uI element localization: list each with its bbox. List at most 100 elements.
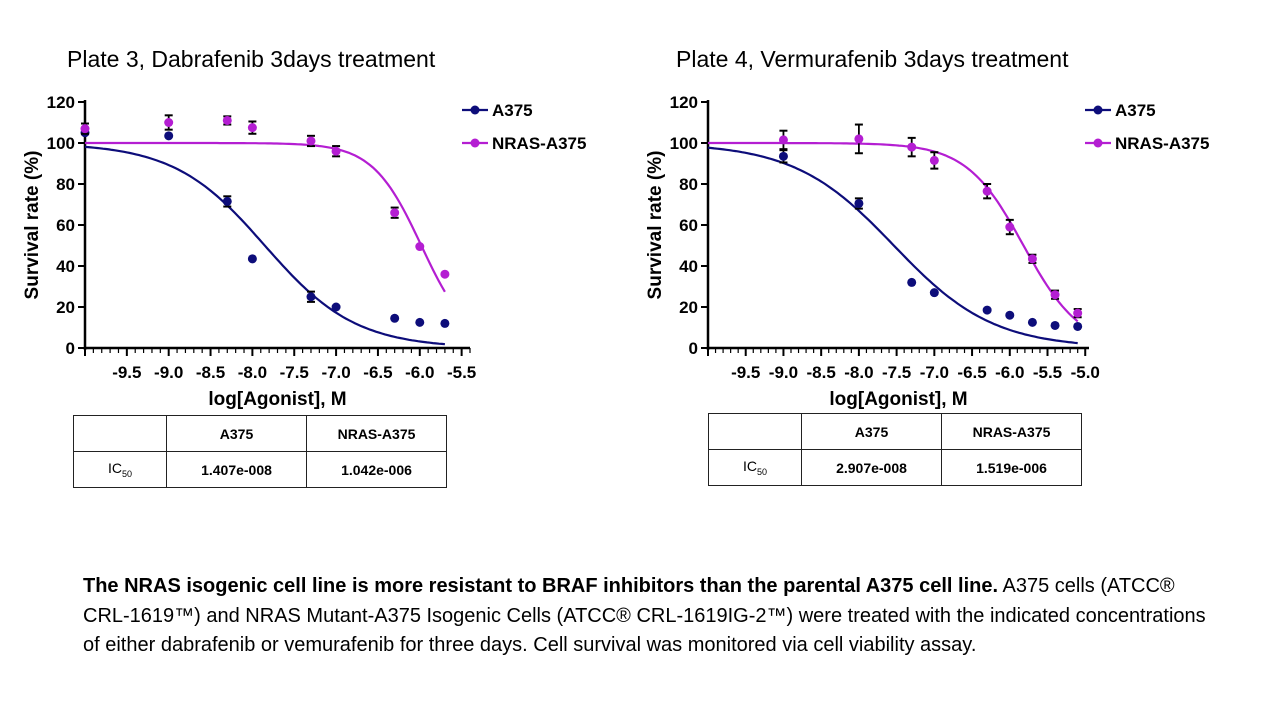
ic50-table-2: A375 NRAS-A375 IC50 2.907e-008 1.519e-00…: [708, 413, 1082, 486]
y-tick-label: 0: [66, 339, 75, 358]
ic50-header-a375: A375: [801, 413, 942, 450]
legend-label: NRAS-A375: [492, 134, 586, 153]
data-point: [222, 115, 232, 125]
data-point: [1005, 222, 1015, 232]
data-point: [440, 269, 450, 279]
data-point: [331, 146, 341, 156]
data-point: [306, 292, 316, 302]
y-tick-label: 20: [56, 298, 75, 317]
ic50-label-sub: 50: [121, 468, 132, 479]
x-tick-label: -6.0: [995, 363, 1024, 382]
y-tick-label: 100: [47, 134, 75, 153]
data-point: [331, 302, 341, 312]
legend-label: NRAS-A375: [1115, 134, 1209, 153]
ic50-table-header-row: A375 NRAS-A375: [708, 413, 1082, 450]
x-tick-label: -6.5: [957, 363, 986, 382]
fit-curve-1: [85, 141, 446, 293]
ic50-value-a375: 2.907e-008: [801, 449, 942, 486]
x-tick-label: -7.5: [882, 363, 911, 382]
data-point: [1027, 254, 1037, 264]
data-point: [390, 208, 400, 218]
y-tick-label: 80: [679, 175, 698, 194]
data-point: [778, 135, 788, 145]
x-axis-label: log[Agonist], M: [208, 389, 346, 410]
data-point: [164, 118, 174, 127]
x-tick-label: -9.5: [731, 363, 760, 382]
x-tick-label: -6.5: [363, 363, 392, 382]
data-point: [415, 317, 425, 327]
legend-label: A375: [1115, 101, 1156, 120]
ic50-table-1: A375 NRAS-A375 IC50 1.407e-008 1.042e-00…: [73, 415, 447, 488]
data-point: [222, 196, 232, 206]
data-point: [415, 242, 425, 252]
chart-2-title: Plate 4, Vermurafenib 3days treatment: [676, 46, 1069, 72]
data-point: [907, 142, 917, 152]
x-tick-label: -9.0: [769, 363, 798, 382]
y-tick-label: 60: [56, 216, 75, 235]
data-point: [440, 318, 450, 328]
y-tick-label: 80: [56, 175, 75, 194]
x-tick-label: -9.5: [112, 363, 141, 382]
fit-curve-0: [84, 145, 446, 346]
ic50-value-nras-a375: 1.042e-006: [306, 451, 447, 488]
data-point: [247, 254, 257, 264]
x-tick-label: -5.5: [447, 363, 476, 382]
ic50-label-main: IC: [742, 458, 757, 475]
x-axis-label: log[Agonist], M: [829, 389, 967, 410]
data-point: [982, 305, 992, 315]
legend-label: A375: [492, 101, 533, 120]
ic50-label-main: IC: [107, 460, 122, 477]
data-point: [1050, 320, 1060, 330]
y-tick-label: 100: [670, 134, 698, 153]
chart-1-title: Plate 3, Dabrafenib 3days treatment: [67, 46, 436, 72]
data-point: [907, 277, 917, 287]
data-point: [390, 313, 400, 323]
data-point: [1050, 290, 1060, 300]
legend-marker: [470, 105, 480, 115]
x-tick-label: -7.0: [321, 363, 350, 382]
ic50-table-value-row: IC50 2.907e-008 1.519e-006: [708, 449, 1082, 486]
ic50-header-a375: A375: [166, 415, 307, 452]
ic50-header-nras-a375: NRAS-A375: [941, 413, 1082, 450]
x-tick-label: -5.5: [1033, 363, 1062, 382]
data-point: [164, 131, 174, 141]
x-tick-label: -8.0: [238, 363, 267, 382]
x-tick-label: -5.0: [1071, 363, 1100, 382]
data-point: [306, 136, 316, 146]
data-point: [929, 155, 939, 165]
ic50-value-nras-a375: 1.519e-006: [941, 449, 1082, 486]
legend-marker: [1093, 138, 1103, 148]
caption-body: A375 cells (ATCC® CRL-1619™) and NRAS Mu…: [83, 575, 1206, 656]
x-tick-label: -8.5: [196, 363, 225, 382]
x-tick-label: -8.5: [807, 363, 836, 382]
ic50-value-a375: 1.407e-008: [166, 451, 307, 488]
y-axis-label: Survival rate (%): [22, 151, 43, 300]
caption-bold-lead: The NRAS isogenic cell line is more resi…: [83, 575, 999, 597]
figure-caption: The NRAS isogenic cell line is more resi…: [83, 572, 1223, 661]
data-point: [1073, 321, 1083, 331]
y-tick-label: 120: [670, 93, 698, 112]
legend-marker: [1093, 105, 1103, 115]
data-point: [1027, 317, 1037, 327]
y-tick-label: 20: [679, 298, 698, 317]
data-point: [80, 124, 90, 134]
ic50-header-nras-a375: NRAS-A375: [306, 415, 447, 452]
x-tick-label: -9.0: [154, 363, 183, 382]
y-tick-label: 40: [679, 257, 698, 276]
fit-curve-1: [708, 141, 1079, 323]
ic50-table-corner-cell: [73, 415, 167, 452]
ic50-row-label: IC50: [708, 449, 802, 486]
y-axis-label: Survival rate (%): [645, 151, 666, 300]
ic50-table-header-row: A375 NRAS-A375: [73, 415, 447, 452]
y-tick-label: 60: [679, 216, 698, 235]
data-point: [1005, 310, 1015, 320]
data-point: [778, 151, 788, 161]
x-tick-label: -7.5: [280, 363, 309, 382]
fit-curve-0: [707, 146, 1078, 345]
ic50-label-sub: 50: [756, 466, 767, 477]
ic50-table-value-row: IC50 1.407e-008 1.042e-006: [73, 451, 447, 488]
x-tick-label: -6.0: [405, 363, 434, 382]
data-point: [929, 288, 939, 298]
